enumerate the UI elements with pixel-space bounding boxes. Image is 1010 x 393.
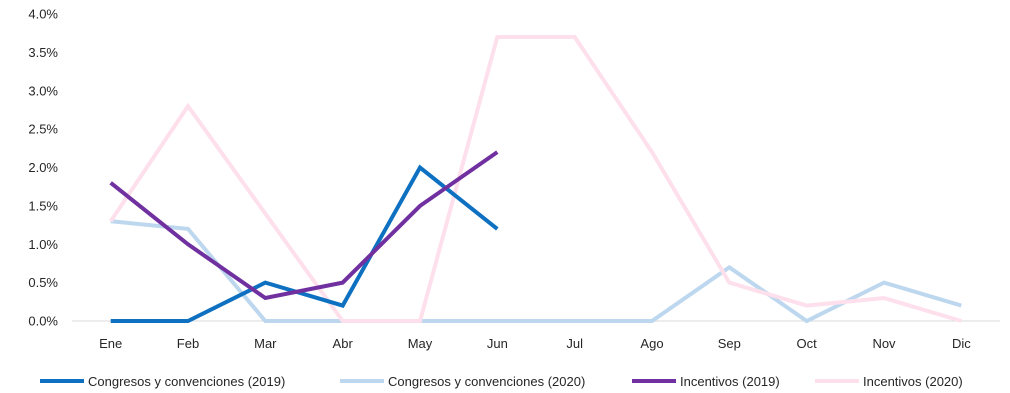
series-lines (109, 35, 962, 324)
x-tick-label: Ago (640, 336, 663, 351)
legend-label: Incentivos (2019) (680, 374, 780, 389)
legend-label: Congresos y convenciones (2019) (88, 374, 285, 389)
x-tick-label: May (408, 336, 433, 351)
y-tick-label: 0.5% (28, 275, 58, 290)
x-tick-label: Feb (177, 336, 199, 351)
y-tick-label: 0.0% (28, 314, 58, 329)
legend-label: Incentivos (2020) (863, 374, 963, 389)
series-line (109, 35, 962, 323)
x-tick-label: Oct (797, 336, 818, 351)
x-tick-label: Jul (566, 336, 583, 351)
x-tick-label: Ene (99, 336, 122, 351)
series-line (110, 219, 962, 324)
legend: Congresos y convenciones (2019) Congresos… (40, 374, 963, 389)
x-tick-label: Mar (254, 336, 277, 351)
y-tick-label: 4.0% (28, 7, 58, 22)
x-tick-label: Dic (952, 336, 971, 351)
y-tick-label: 1.0% (28, 237, 58, 252)
x-tick-label: Sep (718, 336, 741, 351)
series-line (109, 150, 499, 301)
x-tick-label: Abr (333, 336, 354, 351)
y-tick-label: 3.0% (28, 83, 58, 98)
y-tick-label: 3.5% (28, 45, 58, 60)
y-tick-label: 2.5% (28, 122, 58, 137)
x-tick-label: Jun (487, 336, 508, 351)
x-axis-ticks: Ene Feb Mar Abr May Jun Jul Ago Sep Oct Nov Dic (99, 336, 971, 351)
series-line (110, 164, 499, 323)
y-tick-label: 1.5% (28, 198, 58, 213)
x-tick-label: Nov (872, 336, 896, 351)
legend-label: Congresos y convenciones (2020) (388, 374, 585, 389)
y-tick-label: 2.0% (28, 160, 58, 175)
y-axis-ticks: 0.0% 0.5% 1.0% 1.5% 2.0% 2.5% 3.0% 3.5% 4.0% (28, 7, 58, 329)
